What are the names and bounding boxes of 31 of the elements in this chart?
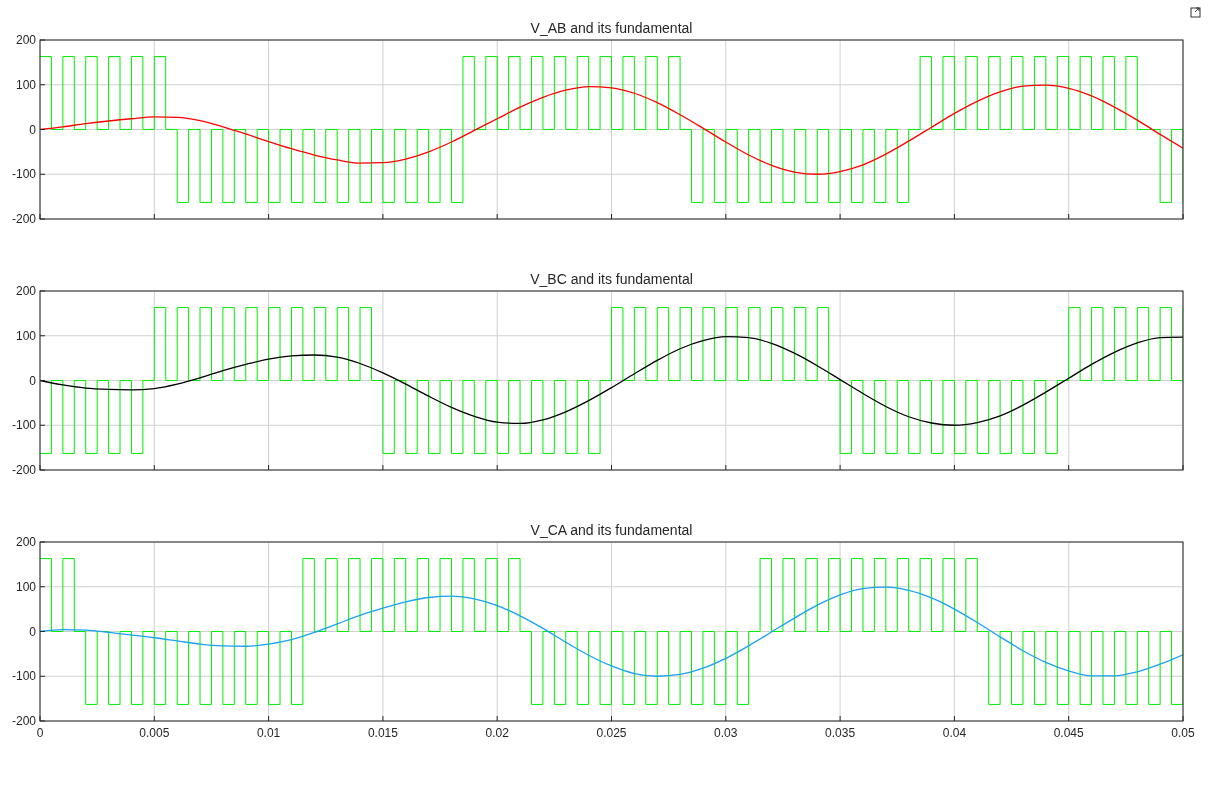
x-tick-label: 0.05 — [1171, 726, 1195, 740]
x-tick-label: 0.03 — [714, 726, 738, 740]
y-tick-label: 200 — [15, 33, 37, 47]
x-tick-label: 0.005 — [139, 726, 170, 740]
y-tick-label: 200 — [15, 535, 37, 549]
y-tick-label: -200 — [11, 463, 37, 477]
y-tick-label: -100 — [11, 669, 37, 684]
y-tick-label: 0 — [29, 373, 37, 388]
y-tick-label: 100 — [15, 77, 37, 92]
chart-title: V_AB and its fundamental — [530, 20, 693, 36]
x-tick-label: 0.025 — [596, 726, 627, 740]
line-series — [40, 84, 1183, 175]
y-tick-label: 100 — [15, 579, 37, 594]
x-tick-label: 0.035 — [825, 726, 856, 740]
y-tick-label: -200 — [11, 714, 37, 728]
line-series — [40, 336, 1183, 426]
chart-title: V_BC and its fundamental — [530, 271, 693, 287]
y-tick-label: -200 — [11, 212, 37, 226]
y-tick-label: 0 — [29, 122, 37, 137]
line-series — [40, 586, 1183, 677]
x-tick-label: 0.01 — [256, 726, 281, 740]
x-tick-label: 0.045 — [1053, 726, 1085, 740]
y-tick-label: -100 — [11, 167, 37, 182]
y-tick-label: 200 — [15, 284, 37, 298]
y-tick-label: -100 — [11, 418, 37, 433]
y-tick-label: 0 — [29, 624, 37, 639]
x-tick-label: 0.02 — [485, 726, 510, 740]
chart-title: V_CA and its fundamental — [530, 522, 693, 538]
x-tick-label: 0.015 — [367, 726, 399, 740]
x-tick-label: 0.04 — [942, 726, 967, 740]
y-tick-label: 100 — [15, 328, 37, 343]
